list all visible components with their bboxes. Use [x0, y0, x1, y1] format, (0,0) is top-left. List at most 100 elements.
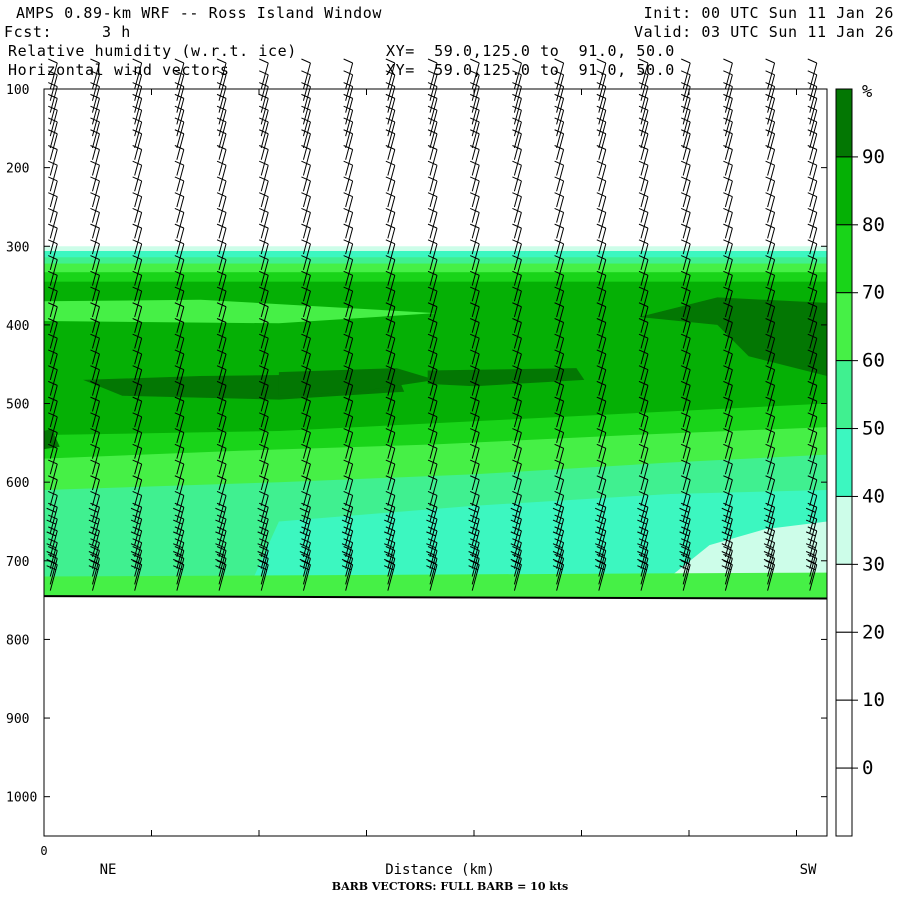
wind-barb — [680, 380, 691, 412]
wind-barb — [385, 93, 396, 125]
wind-barb — [807, 318, 818, 349]
wind-barb — [596, 396, 607, 428]
wind-barb — [299, 538, 311, 569]
wind-barb — [807, 302, 818, 333]
wind-barb — [723, 207, 733, 239]
wind-barb — [301, 380, 311, 412]
wind-barb — [46, 553, 58, 585]
wind-barb — [216, 491, 227, 522]
wind-barb — [470, 117, 480, 149]
wind-barb — [470, 380, 480, 412]
wind-barb — [301, 396, 311, 428]
wind-barb — [596, 176, 607, 208]
y-tick-label: 600 — [6, 476, 29, 491]
wind-barb — [216, 365, 227, 396]
wind-barb — [638, 207, 649, 239]
wind-barb — [723, 459, 733, 491]
barb-legend: BARB VECTORS: FULL BARB = 10 kts — [331, 880, 569, 893]
wind-barb — [470, 270, 480, 302]
wind-barb — [552, 538, 565, 569]
y-tick-label: 400 — [6, 319, 29, 334]
wind-barb — [723, 117, 733, 149]
field-wind-vectors-xy: XY= 59.0,125.0 to 91.0, 50.0 — [386, 61, 675, 79]
wind-barb — [723, 396, 733, 428]
wind-barb — [765, 192, 776, 223]
colorbar-label: 60 — [862, 350, 885, 372]
humidity-fill — [43, 246, 828, 836]
wind-barb — [427, 160, 438, 192]
colorbar-unit: % — [862, 82, 872, 102]
wind-barb — [132, 349, 143, 381]
wind-barb — [470, 318, 480, 349]
wind-barb — [385, 270, 396, 302]
wind-barb — [679, 560, 691, 591]
wind-barb — [723, 192, 733, 223]
wind-barb — [174, 255, 185, 286]
wind-barb — [807, 270, 818, 302]
wind-barb — [680, 105, 691, 137]
wind-barb — [343, 105, 354, 137]
wind-barb — [343, 82, 354, 113]
wind-barb — [385, 412, 396, 443]
wind-barb — [299, 502, 311, 534]
wind-barb — [174, 302, 185, 333]
wind-barb — [132, 239, 143, 270]
wind-barb — [216, 223, 227, 255]
wind-barb — [48, 105, 58, 137]
wind-barb — [554, 176, 565, 208]
wind-barb — [723, 129, 733, 160]
wind-barb — [807, 192, 818, 223]
wind-barb — [259, 491, 269, 522]
wind-barb — [765, 412, 776, 443]
wind-barb — [48, 270, 58, 302]
wind-barb — [174, 117, 185, 149]
wind-barb — [215, 514, 227, 546]
wind-barb — [512, 475, 522, 506]
wind-barb — [470, 145, 480, 176]
wind-barb — [638, 443, 649, 475]
wind-barb — [257, 538, 269, 569]
wind-barb — [216, 117, 227, 149]
wind-barb — [680, 70, 691, 101]
wind-barb — [596, 160, 607, 192]
wind-barb — [807, 333, 818, 365]
wind-barb — [427, 239, 438, 270]
wind-barb — [174, 176, 185, 208]
wind-barb — [680, 117, 691, 149]
wind-barb — [596, 105, 607, 137]
wind-barb — [723, 491, 733, 522]
wind-barb — [680, 270, 691, 302]
wind-barb — [765, 93, 776, 125]
wind-barb — [638, 349, 649, 381]
wind-barb — [216, 475, 227, 506]
wind-barb — [638, 160, 649, 192]
wind-barb — [48, 459, 58, 491]
wind-barb — [765, 333, 776, 365]
wind-barb — [596, 223, 607, 255]
wind-barb — [88, 553, 100, 585]
wind-barb — [174, 105, 185, 137]
wind-barb — [805, 553, 818, 585]
wind-barb — [384, 538, 396, 569]
axes: Distance (km) NE SW 0 100 200 300 400 500 600… — [6, 83, 827, 878]
wind-barb — [46, 560, 58, 591]
wind-barb — [173, 502, 185, 534]
colorbar-cell — [835, 767, 853, 837]
wind-barb — [301, 117, 311, 149]
colorbar-label: 80 — [862, 214, 885, 236]
wind-barb — [48, 176, 58, 208]
wind-barb — [90, 459, 100, 491]
wind-barb — [807, 58, 818, 90]
wind-barb — [721, 538, 733, 569]
wind-barb — [132, 365, 143, 396]
colorbar-label: 30 — [862, 553, 885, 575]
wind-barb — [512, 333, 522, 365]
wind-barb — [512, 82, 522, 113]
wind-barb — [90, 82, 100, 113]
wind-barb — [301, 239, 311, 270]
wind-barb — [594, 560, 607, 591]
wind-barb — [470, 239, 480, 270]
wind-barb — [48, 475, 58, 506]
wind-barb — [174, 286, 185, 318]
wind-barb — [554, 302, 565, 333]
